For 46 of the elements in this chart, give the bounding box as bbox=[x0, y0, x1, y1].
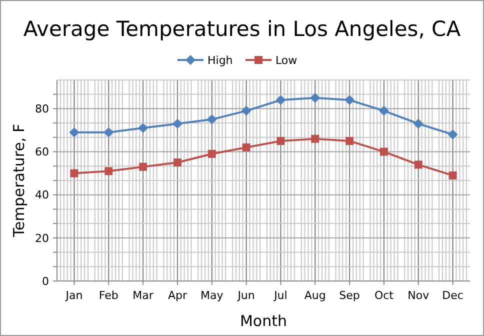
chart-title: Average Temperatures in Los Angeles, CA bbox=[23, 17, 462, 41]
x-tick-label: Sep bbox=[339, 289, 360, 302]
x-tick-label: Oct bbox=[374, 289, 394, 302]
y-tick-label: 20 bbox=[35, 232, 49, 245]
y-tick-label: 40 bbox=[35, 188, 49, 202]
x-tick-label: Jun bbox=[236, 289, 255, 302]
point bbox=[276, 95, 286, 106]
x-tick-label: Apr bbox=[168, 289, 188, 302]
point bbox=[104, 167, 113, 176]
point bbox=[138, 123, 148, 134]
x-axis-title: Month bbox=[240, 312, 288, 330]
x-tick-label: Nov bbox=[408, 289, 430, 302]
x-tick-label: Mar bbox=[132, 289, 154, 302]
point bbox=[448, 171, 457, 180]
point bbox=[241, 106, 252, 116]
point bbox=[173, 158, 182, 167]
x-tick-label: Aug bbox=[304, 289, 326, 302]
point bbox=[414, 160, 422, 169]
y-tick-label: 80 bbox=[35, 102, 49, 116]
point bbox=[104, 127, 114, 138]
y-tick-label: 0 bbox=[42, 274, 49, 288]
point bbox=[378, 106, 389, 116]
point bbox=[310, 92, 320, 103]
x-tick-label: Dec bbox=[442, 289, 464, 302]
point bbox=[206, 114, 217, 124]
point bbox=[242, 143, 250, 152]
y-axis-title: Temperature, F bbox=[10, 124, 28, 238]
point bbox=[311, 134, 320, 143]
point bbox=[344, 95, 355, 106]
point bbox=[380, 148, 388, 156]
x-tick-label: Jul bbox=[273, 289, 288, 302]
point bbox=[139, 162, 148, 171]
point bbox=[70, 169, 78, 178]
y-tick-label: 60 bbox=[35, 146, 49, 159]
x-tick-label: Jan bbox=[64, 289, 83, 302]
point bbox=[346, 136, 354, 145]
point bbox=[208, 150, 216, 158]
legend-label: High bbox=[208, 54, 233, 67]
point bbox=[448, 130, 458, 140]
point bbox=[276, 136, 285, 145]
legend-label: Low bbox=[276, 54, 298, 67]
point bbox=[172, 118, 182, 129]
point bbox=[69, 127, 80, 138]
x-tick-label: Feb bbox=[98, 289, 118, 302]
x-tick-label: May bbox=[200, 289, 224, 302]
point bbox=[413, 118, 424, 129]
